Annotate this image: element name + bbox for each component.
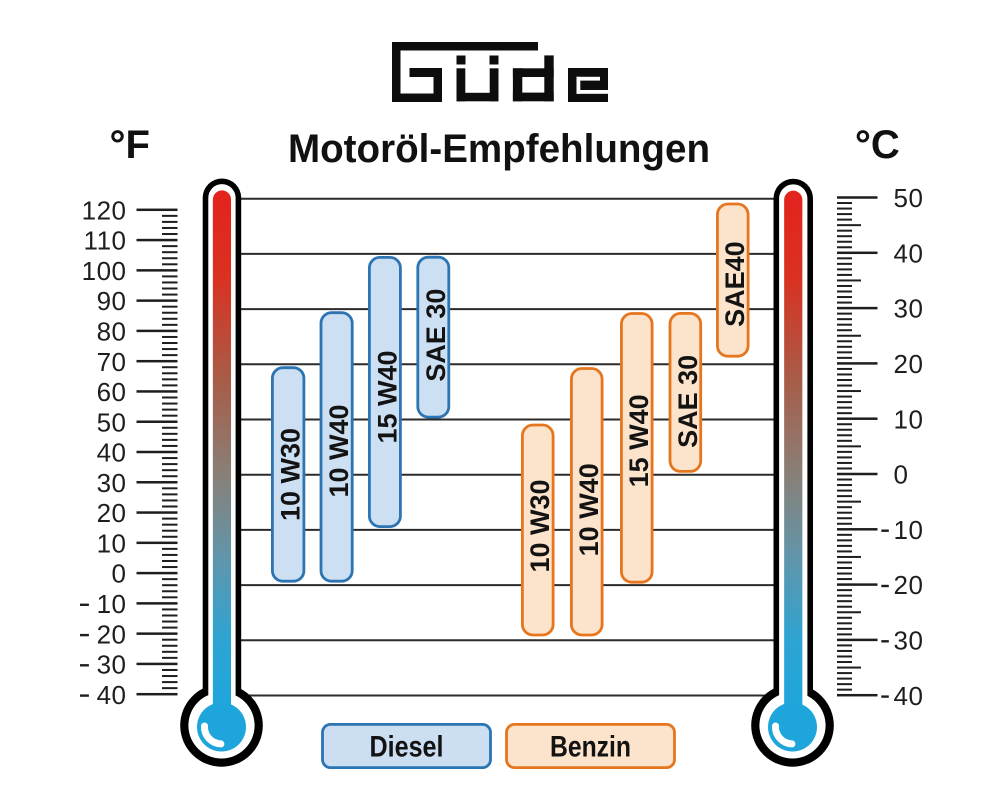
svg-text:Motoröl-Empfehlungen: Motoröl-Empfehlungen xyxy=(288,127,710,171)
svg-text:40: 40 xyxy=(97,438,127,468)
svg-text:100: 100 xyxy=(82,256,127,286)
svg-text:40: 40 xyxy=(894,681,924,711)
svg-text:20: 20 xyxy=(894,570,924,600)
svg-text:90: 90 xyxy=(97,286,127,316)
svg-text:10 W30: 10 W30 xyxy=(276,428,306,521)
svg-text:30: 30 xyxy=(894,294,924,324)
svg-text:SAE 30: SAE 30 xyxy=(421,289,451,382)
svg-text:0: 0 xyxy=(112,559,127,589)
svg-text:10: 10 xyxy=(894,404,924,434)
svg-text:15 W40: 15 W40 xyxy=(372,350,402,443)
svg-text:30: 30 xyxy=(97,650,127,680)
svg-text:50: 50 xyxy=(97,407,127,437)
svg-text:20: 20 xyxy=(97,619,127,649)
svg-text:70: 70 xyxy=(97,347,127,377)
svg-text:Diesel: Diesel xyxy=(370,731,444,764)
svg-text:15 W40: 15 W40 xyxy=(624,394,654,487)
svg-text:20: 20 xyxy=(894,349,924,379)
svg-text:120: 120 xyxy=(82,195,127,225)
svg-text:30: 30 xyxy=(894,626,924,656)
svg-text:60: 60 xyxy=(97,377,127,407)
svg-text:10 W30: 10 W30 xyxy=(525,479,555,572)
svg-text:Benzin: Benzin xyxy=(550,731,631,764)
svg-text:10 W40: 10 W40 xyxy=(574,463,604,556)
svg-text:110: 110 xyxy=(84,226,127,256)
svg-text:°C: °C xyxy=(855,123,900,167)
svg-text:40: 40 xyxy=(894,238,924,268)
svg-text:10: 10 xyxy=(894,515,924,545)
svg-text:80: 80 xyxy=(97,317,127,347)
svg-text:0: 0 xyxy=(894,460,909,490)
svg-text:50: 50 xyxy=(894,183,924,213)
svg-text:10: 10 xyxy=(97,589,127,619)
svg-text:10: 10 xyxy=(97,528,127,558)
svg-text:40: 40 xyxy=(97,680,127,710)
svg-text:30: 30 xyxy=(97,468,127,498)
svg-text:20: 20 xyxy=(97,498,127,528)
svg-text:°F: °F xyxy=(109,123,149,167)
svg-text:SAE 30: SAE 30 xyxy=(673,355,703,448)
svg-text:SAE40: SAE40 xyxy=(720,241,750,327)
svg-text:10 W40: 10 W40 xyxy=(324,404,354,497)
